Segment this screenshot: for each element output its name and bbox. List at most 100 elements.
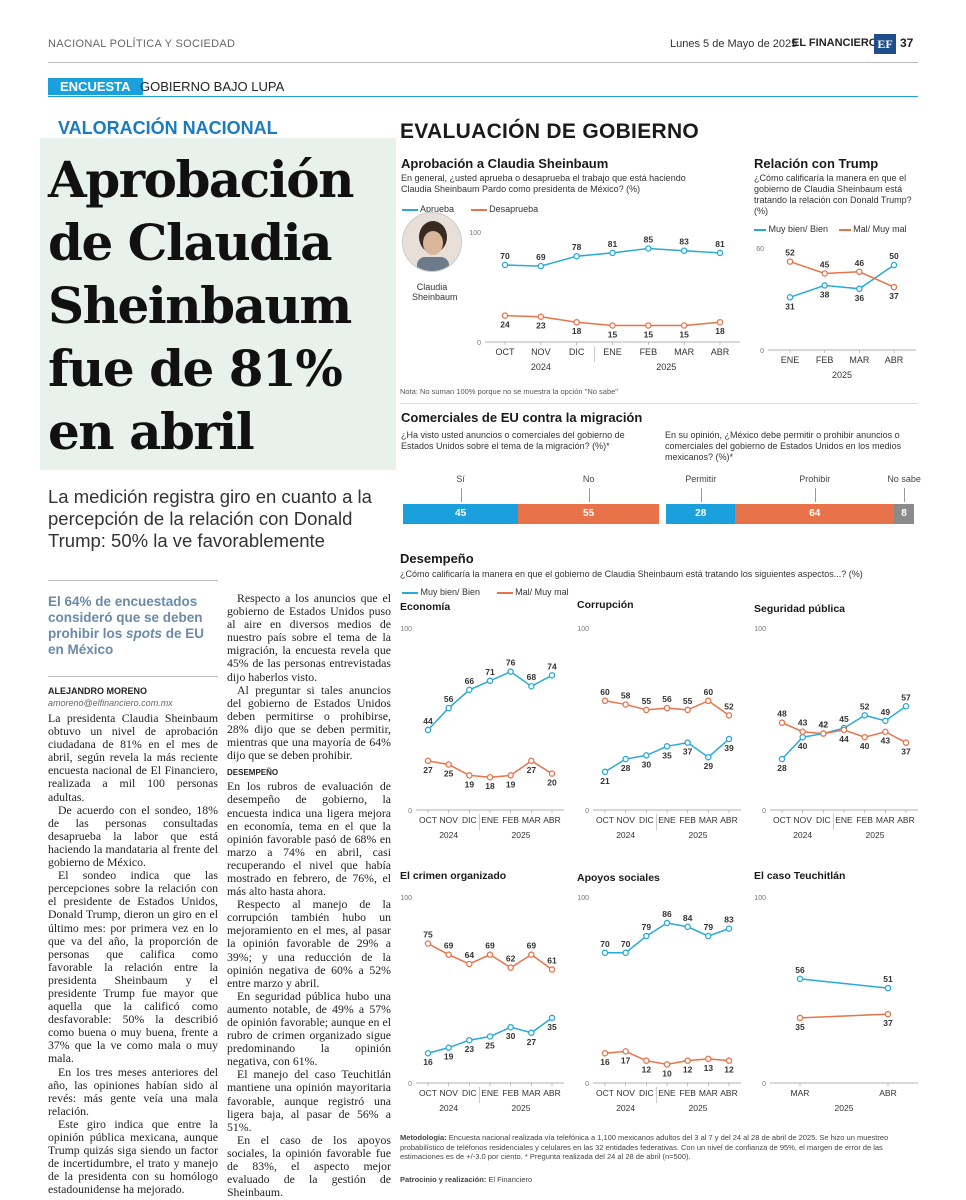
data-point — [884, 1010, 892, 1018]
data-point — [786, 294, 794, 301]
data-point — [424, 757, 432, 765]
data-point — [622, 1048, 629, 1055]
x-tick-label: DIC — [639, 815, 654, 825]
series-line — [789, 260, 895, 288]
paragraph: El sondeo indica que las percepciones so… — [48, 868, 218, 1066]
x-tick-label: FEB — [502, 1088, 519, 1098]
data-point — [622, 755, 629, 763]
year-label: 2024 — [616, 1103, 635, 1113]
data-point — [861, 712, 868, 719]
legend-label: Desaprueba — [489, 204, 539, 214]
body-column-1: La presidenta Claudia Sheinbaum obtuvo u… — [48, 711, 218, 1196]
data-point — [486, 773, 494, 781]
legend-label: Muy bien/ Bien — [420, 587, 481, 597]
data-point — [778, 719, 786, 726]
bar-segment: 45 — [403, 504, 519, 524]
data-label: 38 — [820, 289, 830, 299]
data-label: 56 — [795, 965, 805, 975]
data-point — [601, 949, 609, 957]
data-label: 60 — [704, 687, 714, 697]
x-tick-label: MAR — [699, 1088, 718, 1098]
teuchitlan-chart: El caso Teuchitlán 0 100 MAR ABR 2025 56 51 35 37 — [754, 870, 918, 1113]
data-point — [705, 932, 712, 940]
byline-rule — [48, 676, 218, 677]
data-point — [466, 1036, 473, 1044]
series-tag: GOBIERNO BAJO LUPA — [140, 79, 285, 94]
bar-option-label: Permitir — [685, 474, 717, 484]
data-label: 12 — [683, 1065, 693, 1075]
data-label: 19 — [506, 779, 516, 789]
body-column-2: Respecto a los anuncios que el gobierno … — [227, 591, 391, 1199]
y-tick-label: 100 — [577, 895, 589, 902]
ads-allow-bar: Permitir 28 Prohibir 64 No sabe 8 — [666, 474, 921, 526]
data-label: 74 — [547, 661, 557, 671]
data-point — [663, 919, 671, 927]
data-label: 27 — [423, 765, 433, 775]
brand-name: EL FINANCIERO — [792, 37, 878, 49]
data-point — [466, 960, 473, 968]
data-point — [663, 1061, 671, 1068]
ads-question-1: ¿Ha visto usted anuncios o comerciales d… — [401, 430, 625, 451]
paragraph: Respecto a los anuncios que el gobierno … — [227, 591, 391, 684]
data-point — [705, 1055, 712, 1063]
x-tick-label: ENE — [835, 815, 853, 825]
y-tick-label: 100 — [400, 626, 412, 633]
year-label: 2024 — [439, 1103, 458, 1113]
data-point — [537, 313, 545, 320]
x-tick-label: OCT — [496, 347, 516, 357]
social-support-chart: Apoyos sociales 0 100 OCT NOV DIC ENE FEB MAR ABR… — [577, 872, 741, 1113]
data-label: 28 — [621, 763, 631, 773]
x-tick-label: MAR — [791, 1088, 810, 1098]
data-point — [548, 672, 556, 679]
data-label: 45 — [820, 260, 830, 270]
data-label: 16 — [600, 1057, 610, 1067]
data-point — [609, 249, 616, 257]
data-label: 44 — [423, 716, 433, 726]
data-point — [902, 703, 910, 710]
chart-title: El caso Teuchitlán — [754, 870, 845, 882]
data-point — [466, 772, 473, 779]
data-point — [684, 739, 691, 746]
data-label: 42 — [819, 720, 829, 730]
data-point — [884, 984, 892, 992]
author-email[interactable]: amoreno@elfinanciero.com.mx — [48, 698, 173, 708]
data-point — [528, 682, 535, 690]
legend-swatch-orange — [496, 591, 513, 594]
data-label: 12 — [642, 1065, 652, 1075]
year-label: 2024 — [439, 830, 458, 840]
data-point — [643, 932, 650, 940]
bar-segment: 55 — [518, 504, 659, 524]
panel-title: EVALUACIÓN DE GOBIERNO — [400, 120, 700, 143]
data-label: 86 — [662, 909, 672, 919]
trump-title: Relación con Trump — [754, 156, 879, 171]
security-chart: Seguridad pública 0 100 OCT NOV DIC ENE FEB MAR A… — [754, 603, 918, 840]
x-tick-label: NOV — [439, 815, 458, 825]
x-tick-label: OCT — [596, 815, 614, 825]
x-tick-label: OCT — [596, 1088, 614, 1098]
data-label: 69 — [527, 941, 537, 951]
data-point — [643, 706, 650, 714]
pull-quote: El 64% de encuestados consideró que se d… — [48, 594, 218, 658]
data-point — [882, 728, 889, 735]
data-point — [528, 757, 535, 765]
header-rule — [48, 62, 918, 63]
data-label: 18 — [572, 326, 582, 336]
data-point — [507, 1023, 514, 1031]
paragraph: Al preguntar si tales anuncios del gobie… — [227, 682, 391, 763]
data-label: 56 — [662, 694, 672, 704]
data-point — [486, 1033, 494, 1040]
year-label: 2024 — [793, 830, 812, 840]
year-label: 2025 — [835, 1103, 854, 1113]
data-label: 43 — [798, 718, 808, 728]
data-label: 75 — [423, 930, 433, 940]
data-point — [507, 668, 514, 675]
ads-title: Comerciales de EU contra la migración — [401, 410, 643, 425]
data-label: 25 — [485, 1041, 495, 1051]
data-label: 28 — [777, 763, 787, 773]
data-label: 70 — [600, 939, 610, 949]
data-point — [663, 743, 671, 750]
data-label: 27 — [527, 765, 537, 775]
paragraph: El manejo del caso Teuchitlán mantiene u… — [227, 1067, 391, 1134]
data-point — [861, 733, 868, 741]
legend-label: Mal/ Muy mal — [853, 224, 907, 234]
